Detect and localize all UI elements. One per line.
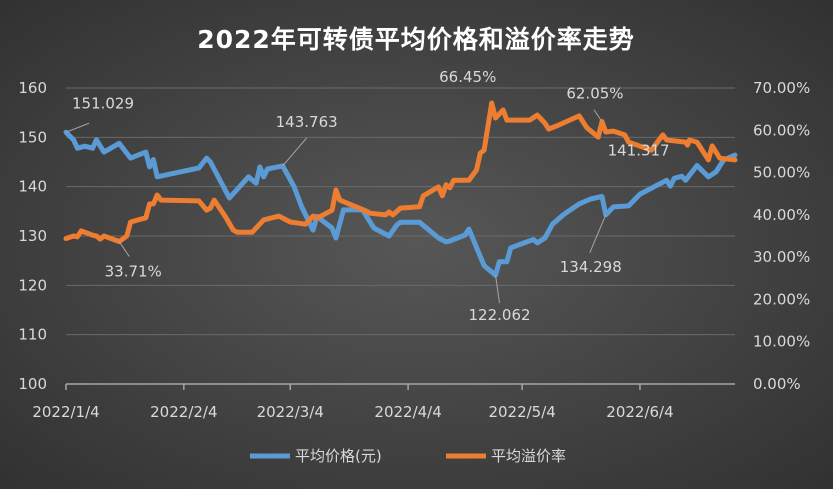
series-lines — [63, 100, 738, 278]
legend-label: 平均溢价率 — [491, 447, 566, 465]
data-label: 143.763 — [276, 113, 338, 131]
x-tick-label: 2022/2/4 — [150, 403, 217, 421]
data-label: 141.317 — [608, 141, 670, 159]
right-tick-label: 0.00% — [753, 375, 801, 393]
leader-line — [589, 214, 607, 253]
left-tick-label: 110 — [18, 326, 47, 344]
right-axis: 0.00% 10.00% 20.00% 30.00% 40.00% 50.00% 60.00… — [753, 79, 810, 393]
x-tick-label: 2022/3/4 — [257, 403, 324, 421]
leader-line — [118, 241, 130, 257]
data-labels: 151.029 143.763 122.062 134.298 141.317 33.71… — [65, 68, 670, 324]
legend: 平均价格(元) 平均溢价率 — [250, 447, 566, 465]
left-tick-label: 160 — [18, 79, 47, 97]
data-label: 134.298 — [560, 258, 622, 276]
left-tick-label: 100 — [18, 375, 47, 393]
legend-label: 平均价格(元) — [295, 447, 382, 465]
right-tick-label: 70.00% — [753, 79, 810, 97]
left-tick-label: 140 — [18, 178, 47, 196]
leader-line — [495, 275, 501, 304]
data-label: 33.71% — [105, 262, 162, 280]
data-label: 151.029 — [72, 94, 134, 112]
data-label: 62.05% — [566, 85, 623, 103]
data-label: 122.062 — [469, 306, 531, 324]
x-tick-label: 2022/5/4 — [488, 403, 555, 421]
x-tick-label: 2022/4/4 — [374, 403, 441, 421]
right-tick-label: 10.00% — [753, 333, 810, 351]
leader-line — [282, 137, 308, 167]
x-axis: 2022/1/4 2022/2/4 2022/3/4 2022/4/4 2022/5/4… — [32, 383, 735, 421]
right-tick-label: 60.00% — [753, 121, 810, 139]
left-tick-label: 150 — [18, 128, 47, 146]
chart-title: 2022年可转债平均价格和溢价率走势 — [197, 25, 635, 54]
x-tick-label: 2022/6/4 — [606, 403, 673, 421]
leader-line — [593, 109, 603, 122]
left-axis: 100 110 120 130 140 150 160 — [18, 79, 47, 393]
left-tick-label: 120 — [18, 276, 47, 294]
gridlines — [66, 87, 735, 336]
x-tick-label: 2022/1/4 — [32, 403, 99, 421]
right-tick-label: 30.00% — [753, 248, 810, 266]
leader-line — [65, 122, 90, 133]
data-label: 66.45% — [439, 68, 496, 86]
right-tick-label: 20.00% — [753, 290, 810, 308]
left-tick-label: 130 — [18, 227, 47, 245]
right-tick-label: 40.00% — [753, 206, 810, 224]
right-tick-label: 50.00% — [753, 164, 810, 182]
